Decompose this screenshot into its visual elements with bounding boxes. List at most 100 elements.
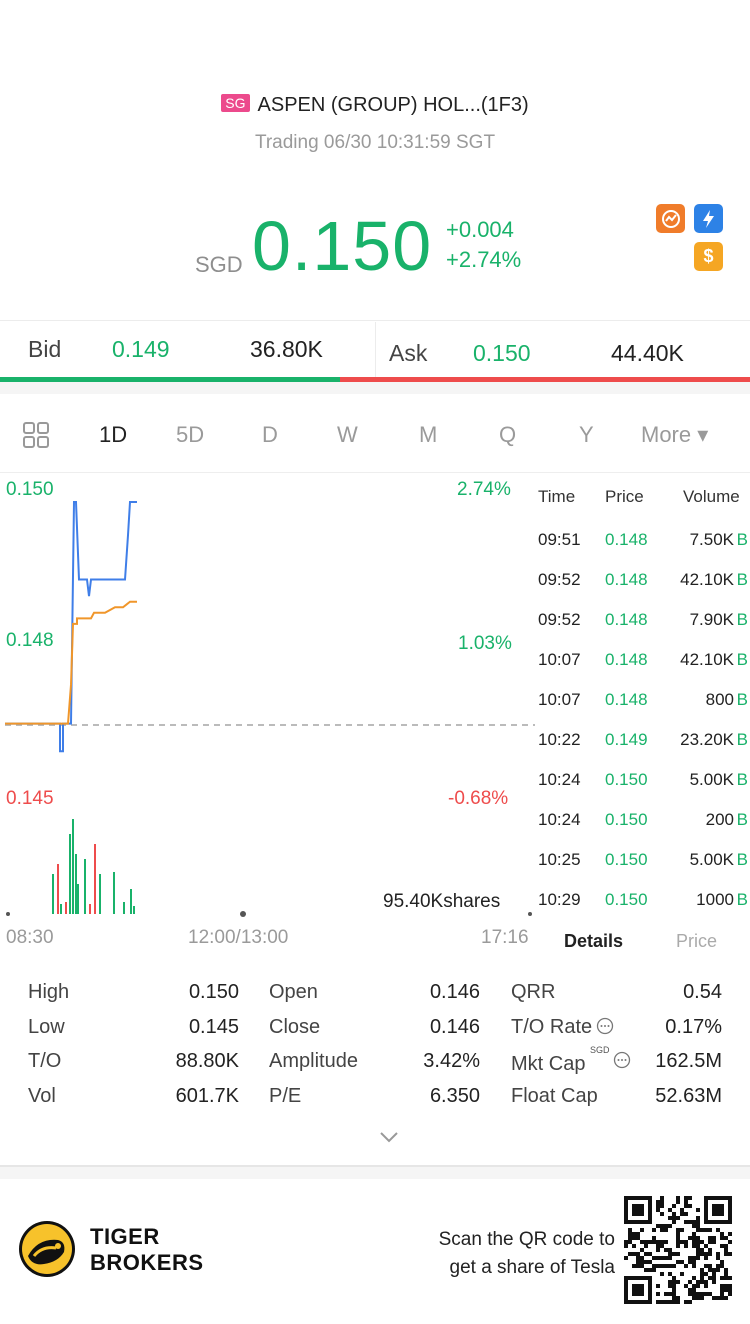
- qr-caption-line: get a share of Tesla: [449, 1257, 615, 1278]
- volume-bar: [72, 819, 74, 914]
- trade-time: 09:52: [538, 570, 581, 589]
- pe-value: 6.350: [429, 1085, 480, 1107]
- tab-weekly[interactable]: W: [337, 422, 358, 447]
- info-icon[interactable]: [596, 1017, 614, 1040]
- ask-label: Ask: [389, 340, 428, 366]
- volume-bar: [57, 864, 59, 914]
- trade-side-flag: B: [736, 570, 748, 589]
- pe-label: P/E: [269, 1085, 302, 1107]
- tab-price[interactable]: Price: [676, 931, 718, 951]
- trade-time: 10:07: [538, 650, 581, 669]
- trade-volume: 1000: [696, 890, 734, 909]
- trade-row: 09:51 0.148 7.50K B: [538, 530, 750, 570]
- ask-ratio-bar: [339, 377, 750, 382]
- tab-monthly[interactable]: M: [419, 422, 438, 447]
- trades-header-price: Price: [605, 487, 644, 506]
- flash-icon[interactable]: [694, 204, 723, 233]
- price-line: [5, 501, 137, 753]
- turnover-rate-label: T/O Rate: [511, 1016, 593, 1038]
- trade-time: 10:29: [538, 890, 581, 909]
- qrr-value: 0.54: [683, 981, 722, 1003]
- market-badge: SG: [221, 94, 250, 112]
- trade-row: 10:07 0.148 800 B: [538, 690, 750, 730]
- bid-ratio-bar: [0, 377, 340, 382]
- volume-bars: [52, 819, 135, 914]
- divider: [0, 472, 750, 473]
- tab-daily[interactable]: D: [262, 422, 278, 447]
- turnover-value: 88.80K: [175, 1050, 239, 1072]
- trade-side-flag: B: [736, 650, 748, 669]
- trade-time: 10:07: [538, 690, 581, 709]
- change-value: +0.004: [446, 217, 514, 242]
- float-cap-value: 52.63M: [655, 1085, 722, 1107]
- volume-bar: [77, 884, 79, 914]
- volume-label: Vol: [28, 1085, 56, 1107]
- trade-row: 10:22 0.149 23.20K B: [538, 730, 750, 770]
- y-label-high: 0.150: [6, 479, 54, 500]
- qr-code[interactable]: [624, 1196, 732, 1304]
- stock-title: SG ASPEN (GROUP) HOL...(1F3): [0, 94, 750, 117]
- pct-label-mid: 1.03%: [458, 633, 512, 654]
- dollar-icon[interactable]: $: [694, 242, 723, 271]
- pct-label-low: -0.68%: [448, 788, 509, 809]
- float-cap-label: Float Cap: [511, 1085, 598, 1107]
- bid-price: 0.149: [112, 336, 170, 362]
- ask-size: 44.40K: [611, 340, 684, 366]
- grid-icon[interactable]: [22, 421, 50, 454]
- divider: [375, 322, 376, 377]
- trade-price: 0.148: [605, 690, 648, 709]
- trade-side-flag: B: [736, 890, 748, 909]
- volume-value: 601.7K: [175, 1085, 239, 1107]
- tab-more[interactable]: More ▾: [641, 422, 709, 447]
- market-cap-value: 162.5M: [655, 1050, 722, 1072]
- chart-icon[interactable]: [656, 204, 685, 233]
- market-cap-currency: SGD: [590, 1045, 610, 1055]
- volume-bar: [84, 859, 86, 914]
- open-value: 0.146: [429, 981, 480, 1003]
- tab-5d[interactable]: 5D: [176, 422, 205, 447]
- average-price-line: [5, 600, 137, 725]
- trade-row: 10:29 0.150 1000 B: [538, 890, 750, 930]
- volume-bar: [65, 902, 67, 914]
- tiger-logo-icon: [18, 1220, 76, 1283]
- trade-side-flag: B: [736, 530, 748, 549]
- trade-price: 0.150: [605, 810, 648, 829]
- trades-header-time: Time: [538, 487, 576, 506]
- trade-row: 10:24 0.150 5.00K B: [538, 770, 750, 810]
- volume-total: 95.40Kshares: [383, 891, 501, 912]
- section-gap: [0, 382, 750, 394]
- tab-quarterly[interactable]: Q: [499, 422, 517, 447]
- trade-volume: 7.90K: [689, 610, 734, 629]
- divider: [0, 320, 750, 321]
- high-value: 0.150: [188, 981, 239, 1003]
- brand-line: BROKERS: [90, 1250, 204, 1275]
- intraday-chart[interactable]: [0, 474, 535, 924]
- high-label: High: [28, 981, 70, 1003]
- brand-line: TIGER: [90, 1224, 160, 1249]
- bid-size: 36.80K: [250, 336, 323, 362]
- time-label-mid: 12:00/13:00: [188, 927, 289, 948]
- trade-price: 0.148: [605, 530, 648, 549]
- trade-side-flag: B: [736, 730, 748, 749]
- time-marker: [528, 912, 532, 916]
- chevron-down-icon[interactable]: [378, 1126, 400, 1148]
- trade-price: 0.148: [605, 610, 648, 629]
- volume-bar: [75, 854, 77, 914]
- qr-caption: Scan the QR code to get a share of Tesla: [420, 1226, 615, 1282]
- trade-time: 10:24: [538, 770, 581, 789]
- amplitude-value: 3.42%: [423, 1050, 480, 1072]
- trade-time: 10:22: [538, 730, 581, 749]
- tab-1d[interactable]: 1D: [99, 422, 128, 447]
- turnover-label: T/O: [28, 1050, 62, 1072]
- tab-details[interactable]: Details: [564, 931, 624, 951]
- trade-row: 10:24 0.150 200 B: [538, 810, 750, 850]
- trade-side-flag: B: [736, 690, 748, 709]
- trade-price: 0.150: [605, 890, 648, 909]
- time-label-start: 08:30: [6, 927, 54, 948]
- tab-yearly[interactable]: Y: [579, 422, 594, 447]
- info-icon[interactable]: [613, 1051, 631, 1074]
- section-gap: [0, 1167, 750, 1179]
- stock-name: ASPEN (GROUP) HOL...(1F3): [257, 94, 529, 116]
- trade-time: 09:52: [538, 610, 581, 629]
- trade-volume: 200: [705, 810, 734, 829]
